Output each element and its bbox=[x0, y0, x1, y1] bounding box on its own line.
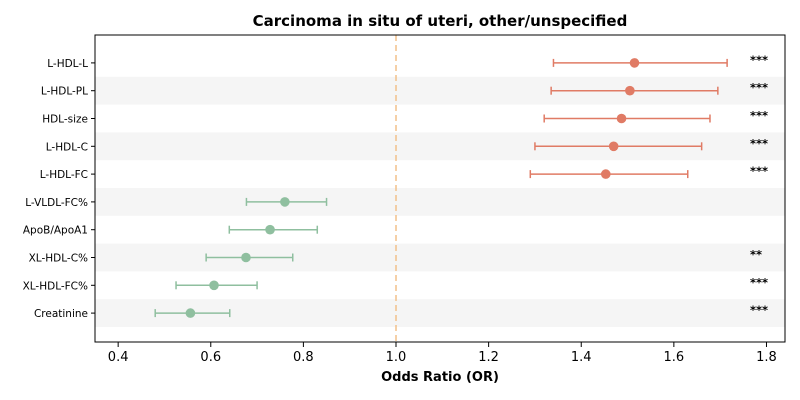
row-label: Creatinine bbox=[34, 308, 88, 320]
row-label: XL-HDL-FC% bbox=[23, 280, 88, 292]
forest-row: XL-HDL-C% ** bbox=[29, 248, 762, 265]
or-point bbox=[608, 141, 619, 152]
x-tick-label: 0.4 bbox=[108, 350, 129, 365]
row-label: L-HDL-FC bbox=[40, 169, 88, 181]
or-point bbox=[625, 85, 635, 96]
or-point bbox=[280, 197, 290, 207]
or-point bbox=[241, 252, 251, 263]
forest-row: L-HDL-PL *** bbox=[41, 81, 768, 98]
forest-row: L-HDL-FC *** bbox=[40, 164, 768, 181]
significance-label: *** bbox=[750, 109, 768, 123]
or-point bbox=[616, 113, 627, 124]
row-label: XL-HDL-C% bbox=[29, 253, 88, 265]
or-point bbox=[600, 169, 611, 179]
chart-title: Carcinoma in situ of uteri, other/unspec… bbox=[253, 12, 628, 30]
x-tick-label: 1.6 bbox=[664, 350, 685, 365]
forest-row: L-HDL-C *** bbox=[46, 136, 768, 153]
row-shade-band bbox=[95, 188, 785, 216]
x-tick-label: 1.2 bbox=[478, 350, 499, 365]
or-point bbox=[265, 224, 275, 235]
plot-frame bbox=[94, 34, 786, 343]
row-label: HDL-size bbox=[42, 114, 88, 126]
row-label: L-HDL-PL bbox=[41, 86, 88, 98]
or-point bbox=[209, 280, 219, 291]
forest-row: L-VLDL-FC% bbox=[25, 197, 328, 209]
row-label: L-VLDL-FC% bbox=[25, 197, 88, 209]
row-label: ApoB/ApoA1 bbox=[23, 225, 88, 237]
row-shade-band bbox=[95, 243, 785, 272]
forest-row: L-HDL-L *** bbox=[47, 53, 768, 70]
significance-label: *** bbox=[750, 53, 768, 67]
data-rows: L-HDL-L *** L-HDL-PL *** HDL-size *** L-HDL-C *… bbox=[23, 53, 768, 320]
x-tick-label: 1.8 bbox=[756, 350, 777, 365]
row-label: L-HDL-L bbox=[47, 58, 88, 70]
x-tick-label: 0.8 bbox=[293, 350, 314, 365]
significance-label: ** bbox=[750, 248, 762, 262]
x-axis-ticks: 0.4 0.6 0.8 1.0 1.2 1.4 1.6 1.8 bbox=[108, 342, 777, 365]
x-tick-label: 1.4 bbox=[571, 350, 592, 365]
or-point bbox=[185, 308, 196, 318]
x-tick-label: 0.6 bbox=[200, 350, 221, 365]
significance-label: *** bbox=[750, 136, 768, 150]
significance-label: *** bbox=[750, 81, 768, 95]
significance-label: *** bbox=[750, 303, 768, 317]
x-tick-label: 1.0 bbox=[386, 350, 407, 365]
forest-row: ApoB/ApoA1 bbox=[23, 224, 319, 237]
or-point bbox=[629, 58, 640, 68]
forest-row: XL-HDL-FC% *** bbox=[23, 275, 768, 292]
x-axis-label: Odds Ratio (OR) bbox=[381, 370, 499, 385]
forest-row: HDL-size *** bbox=[42, 109, 768, 126]
forest-row: Creatinine *** bbox=[34, 303, 768, 320]
row-label: L-HDL-C bbox=[46, 141, 88, 153]
significance-label: *** bbox=[750, 275, 768, 289]
significance-label: *** bbox=[750, 164, 768, 178]
row-shading bbox=[95, 76, 785, 327]
